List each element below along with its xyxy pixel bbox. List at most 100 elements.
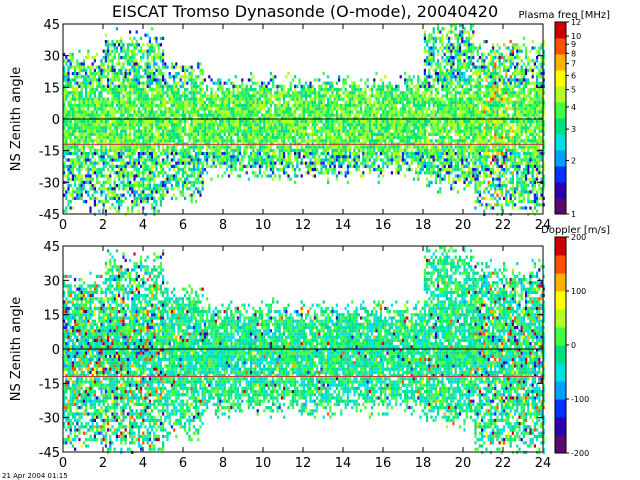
heatmap-cell	[129, 129, 132, 133]
heatmap-cell	[258, 91, 261, 95]
heatmap-cell	[283, 136, 286, 140]
heatmap-cell	[258, 100, 261, 104]
heatmap-cell	[353, 132, 356, 136]
heatmap-cell	[159, 104, 162, 108]
heatmap-cell	[190, 88, 193, 92]
heatmap-cell	[254, 97, 257, 101]
heatmap-cell	[377, 164, 380, 168]
heatmap-cell	[190, 171, 193, 175]
heatmap-cell	[397, 120, 400, 124]
heatmap-cell	[415, 94, 418, 98]
heatmap-cell	[175, 145, 178, 149]
heatmap-cell	[100, 78, 103, 82]
heatmap-cell	[300, 97, 303, 101]
heatmap-cell	[135, 129, 138, 133]
heatmap-cell	[353, 139, 356, 143]
heatmap-cell	[210, 148, 213, 152]
heatmap-cell	[342, 97, 345, 101]
heatmap-cell	[111, 40, 114, 44]
heatmap-cell	[274, 94, 277, 98]
heatmap-cell	[63, 94, 66, 98]
heatmap-cell	[239, 120, 242, 124]
heatmap-cell	[243, 123, 246, 127]
heatmap-cell	[428, 132, 431, 136]
heatmap-cell	[71, 88, 74, 92]
heatmap-cell	[199, 161, 202, 165]
heatmap-cell	[307, 123, 310, 127]
heatmap-cell	[395, 88, 398, 92]
heatmap-cell	[393, 88, 396, 92]
heatmap-cell	[166, 120, 169, 124]
heatmap-cell	[199, 148, 202, 152]
heatmap-cell	[175, 62, 178, 66]
heatmap-cell	[173, 177, 176, 181]
heatmap-cell	[170, 187, 173, 191]
heatmap-cell	[258, 158, 261, 162]
heatmap-cell	[302, 94, 305, 98]
heatmap-cell	[263, 161, 266, 165]
heatmap-cell	[148, 110, 151, 114]
heatmap-cell	[91, 65, 94, 69]
heatmap-cell	[170, 129, 173, 133]
heatmap-cell	[113, 129, 116, 133]
heatmap-cell	[102, 100, 105, 104]
heatmap-cell	[91, 177, 94, 181]
heatmap-cell	[221, 145, 224, 149]
heatmap-cell	[426, 78, 429, 82]
heatmap-cell	[179, 84, 182, 88]
heatmap-cell	[129, 148, 132, 152]
heatmap-cell	[219, 126, 222, 130]
heatmap-cell	[85, 136, 88, 140]
heatmap-cell	[368, 164, 371, 168]
heatmap-cell	[415, 84, 418, 88]
heatmap-cell	[305, 132, 308, 136]
heatmap-cell	[104, 209, 107, 213]
heatmap-cell	[190, 120, 193, 124]
heatmap-cell	[192, 97, 195, 101]
heatmap-cell	[254, 123, 257, 127]
heatmap-cell	[133, 164, 136, 168]
heatmap-cell	[111, 187, 114, 191]
heatmap-cell	[173, 100, 176, 104]
heatmap-cell	[201, 68, 204, 72]
heatmap-cell	[313, 132, 316, 136]
heatmap-cell	[157, 187, 160, 191]
heatmap-cell	[151, 123, 154, 127]
heatmap-cell	[188, 155, 191, 159]
heatmap-cell	[164, 81, 167, 85]
heatmap-cell	[428, 161, 431, 165]
heatmap-cell	[382, 88, 385, 92]
heatmap-cell	[93, 72, 96, 76]
heatmap-cell	[309, 139, 312, 143]
heatmap-cell	[256, 158, 259, 162]
heatmap-cell	[78, 148, 81, 152]
heatmap-cell	[109, 196, 112, 200]
heatmap-cell	[269, 129, 272, 133]
heatmap-cell	[305, 123, 308, 127]
heatmap-cell	[382, 148, 385, 152]
heatmap-cell	[80, 155, 83, 159]
heatmap-cell	[69, 62, 72, 66]
heatmap-cell	[252, 94, 255, 98]
heatmap-cell	[129, 88, 132, 92]
heatmap-cell	[421, 155, 424, 159]
heatmap-cell	[170, 75, 173, 79]
heatmap-cell	[137, 187, 140, 191]
heatmap-cell	[221, 139, 224, 143]
heatmap-cell	[115, 49, 118, 53]
heatmap-cell	[426, 56, 429, 60]
heatmap-cell	[162, 72, 165, 76]
heatmap-cell	[395, 168, 398, 172]
heatmap-cell	[98, 209, 101, 213]
heatmap-cell	[225, 155, 228, 159]
heatmap-cell	[80, 91, 83, 95]
heatmap-cell	[164, 136, 167, 140]
heatmap-cell	[379, 168, 382, 172]
heatmap-cell	[164, 104, 167, 108]
heatmap-cell	[162, 65, 165, 69]
heatmap-cell	[399, 158, 402, 162]
heatmap-cell	[322, 94, 325, 98]
heatmap-cell	[173, 116, 176, 120]
heatmap-cell	[333, 113, 336, 117]
heatmap-cell	[63, 72, 66, 76]
